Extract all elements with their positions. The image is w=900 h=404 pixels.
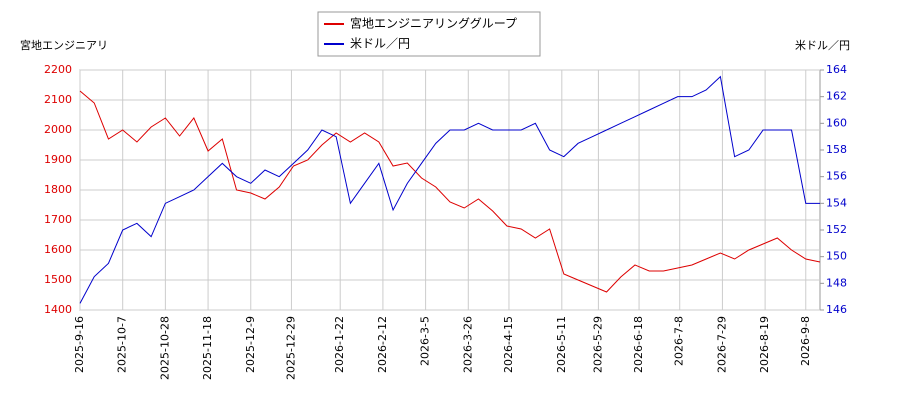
- y-tick-label: 1600: [44, 243, 72, 256]
- y2-tick-label: 152: [826, 223, 847, 236]
- x-tick-label: 2026-7-29: [715, 316, 728, 373]
- line-series: [79, 90, 821, 293]
- x-tick-label: 2026-1-22: [333, 316, 346, 373]
- line-series: [79, 75, 820, 304]
- x-tick-label: 2026-9-8: [799, 316, 812, 366]
- x-tick-label: 2026-5-29: [591, 316, 604, 373]
- x-tick-label: 2026-5-11: [555, 316, 568, 373]
- y2-tick-label: 162: [826, 90, 847, 103]
- y-axis-label: 宮地エンジニアリ: [20, 38, 108, 52]
- y2-tick-label: 164: [826, 63, 847, 76]
- y-tick-label: 1800: [44, 183, 72, 196]
- y2-tick-label: 160: [826, 116, 847, 129]
- x-tick-label: 2025-10-7: [116, 316, 129, 373]
- y2-tick-label: 146: [826, 303, 847, 316]
- y2-tick-label: 148: [826, 276, 847, 289]
- y-tick-label: 1900: [44, 153, 72, 166]
- legend-label: 米ドル／円: [350, 37, 410, 51]
- x-tick-label: 2026-3-5: [419, 316, 432, 366]
- x-tick-label: 2025-11-18: [201, 316, 214, 380]
- y-tick-label: 1400: [44, 303, 72, 316]
- x-tick-label: 2026-2-12: [376, 316, 389, 373]
- x-tick-label: 2026-3-26: [461, 316, 474, 373]
- x-tick-label: 2025-12-29: [284, 316, 297, 380]
- x-tick-label: 2026-7-8: [673, 316, 686, 366]
- x-tick-label: 2025-9-16: [73, 316, 86, 373]
- x-tick-label: 2026-6-18: [632, 316, 645, 373]
- y-tick-label: 1500: [44, 273, 72, 286]
- y-tick-label: 1700: [44, 213, 72, 226]
- y2-axis-label: 米ドル／円: [795, 39, 850, 52]
- y2-tick-label: 158: [826, 143, 847, 156]
- y2-tick-label: 150: [826, 250, 847, 263]
- x-tick-label: 2026-4-15: [502, 316, 515, 373]
- y-tick-label: 2200: [44, 63, 72, 76]
- x-tick-label: 2026-8-19: [758, 316, 771, 373]
- y-tick-label: 2000: [44, 123, 72, 136]
- legend-box: [317, 11, 541, 57]
- y2-tick-label: 156: [826, 170, 847, 183]
- legend-label: 宮地エンジニアリンググループ: [350, 16, 517, 31]
- x-tick-label: 2025-10-28: [158, 316, 171, 380]
- y2-tick-label: 154: [826, 196, 847, 209]
- y-tick-label: 2100: [44, 93, 72, 106]
- x-tick-label: 2025-12-9: [244, 316, 257, 373]
